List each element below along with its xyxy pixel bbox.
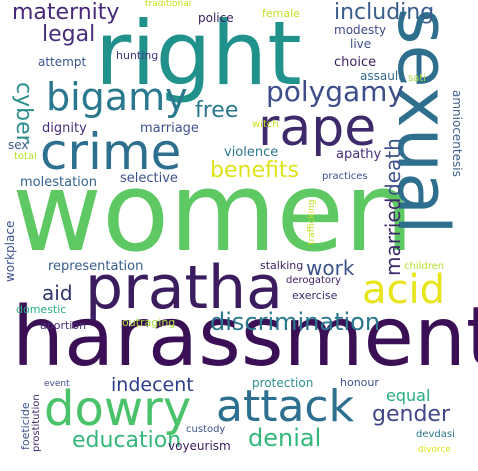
word-voyeurism: voyeurism xyxy=(168,439,231,453)
word-foeticide: foeticide xyxy=(19,402,32,450)
word-choice: choice xyxy=(334,55,377,70)
word-sex: sex xyxy=(8,138,29,152)
word-cyber: cyber xyxy=(11,82,36,144)
word-acid: acid xyxy=(362,267,446,313)
word-workplace: workplace xyxy=(3,220,17,282)
word-legal: legal xyxy=(42,22,96,47)
word-free: free xyxy=(195,98,239,123)
word-hunting: hunting xyxy=(116,49,159,62)
word-amniocentesis: amniocentesis xyxy=(450,90,464,177)
word-trafficking: trafficking xyxy=(307,199,317,245)
word-witch: witch xyxy=(252,119,279,130)
word-including: including xyxy=(334,0,435,25)
word-discrimination: discrimination xyxy=(210,308,381,336)
word-honour: honour xyxy=(340,376,379,389)
word-assault: assault xyxy=(360,69,403,83)
word-divorce: divorce xyxy=(418,445,452,455)
word-married: married xyxy=(381,197,405,276)
word-harassment: harassment xyxy=(12,290,478,385)
word-violence: violence xyxy=(224,145,279,160)
word-apathy: apathy xyxy=(336,147,382,162)
word-sati: sati xyxy=(408,73,427,84)
word-indecent: indecent xyxy=(111,374,194,396)
word-practices: practices xyxy=(322,171,368,182)
word-custody: custody xyxy=(186,424,226,435)
word-modesty: modesty xyxy=(334,23,387,37)
word-maternity: maternity xyxy=(12,0,120,25)
word-traditional: traditional xyxy=(145,0,192,9)
word-representation: representation xyxy=(48,259,144,274)
word-domestic: domestic xyxy=(16,303,67,316)
word-attempt: attempt xyxy=(38,55,87,69)
word-derogatory: derogatory xyxy=(286,275,342,286)
word-aid: aid xyxy=(42,281,73,305)
word-education: education xyxy=(72,428,182,453)
word-event: event xyxy=(44,379,70,389)
word-polygamy: polygamy xyxy=(266,75,405,108)
word-female: female xyxy=(262,7,300,20)
word-children: children xyxy=(404,261,445,272)
word-marriage: marriage xyxy=(140,121,199,136)
word-outraging: outraging xyxy=(122,316,176,329)
word-selective: selective xyxy=(120,171,178,186)
word-dowry: dowry xyxy=(44,381,192,437)
word-devdasi: devdasi xyxy=(416,429,455,440)
word-molestation: molestation xyxy=(20,175,97,190)
word-protection: protection xyxy=(252,376,314,390)
word-death: death xyxy=(381,138,405,196)
word-denial: denial xyxy=(248,424,322,452)
word-rape: rape xyxy=(258,98,377,158)
word-benefits: benefits xyxy=(210,158,299,183)
word-equal: equal xyxy=(386,386,431,405)
word-prostitution: prostitution xyxy=(31,394,42,452)
word-police: police xyxy=(198,11,234,25)
word-live: live xyxy=(350,37,372,51)
word-bigamy: bigamy xyxy=(46,75,188,119)
word-crime: crime xyxy=(40,123,182,181)
word-gender: gender xyxy=(372,402,450,427)
word-women: women xyxy=(12,148,414,276)
word-dignity: dignity xyxy=(42,121,87,136)
word-exercise: exercise xyxy=(292,289,338,302)
word-abortion: abortion xyxy=(40,319,87,332)
word-attack: attack xyxy=(216,381,355,432)
word-right: right xyxy=(95,2,302,105)
word-total: total xyxy=(14,151,37,162)
word-work: work xyxy=(306,256,355,280)
word-stalking: stalking xyxy=(260,259,304,272)
word-pratha: pratha xyxy=(85,253,283,323)
